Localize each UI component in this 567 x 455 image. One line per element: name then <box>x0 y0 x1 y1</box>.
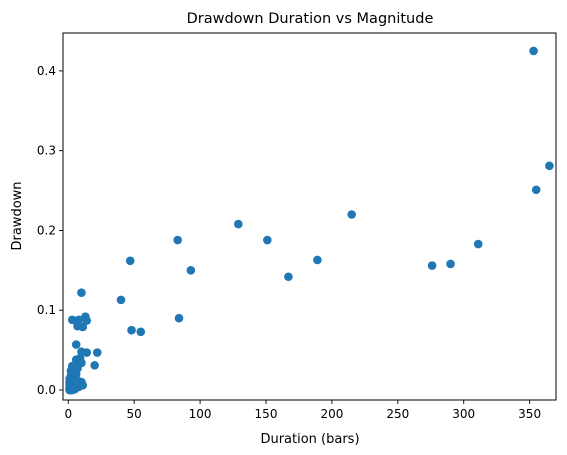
data-point-18 <box>67 315 77 325</box>
y-axis-label: Drawdown <box>10 181 25 250</box>
data-point-23 <box>127 325 136 335</box>
data-point-20 <box>82 316 92 325</box>
x-axis-label: Duration (bars) <box>260 432 359 447</box>
y-tick-label-4: 0.4 <box>37 64 56 78</box>
data-point-14 <box>77 288 86 297</box>
data-point-12 <box>186 266 196 275</box>
y-tick-label-2: 0.2 <box>37 223 56 237</box>
y-tick-label-3: 0.3 <box>37 144 56 158</box>
chart-title: Drawdown Duration vs Magnitude <box>187 11 434 27</box>
data-point-28 <box>92 348 102 357</box>
points-layer <box>65 46 554 395</box>
data-point-3 <box>347 210 356 219</box>
data-point-9 <box>125 256 135 266</box>
data-point-25 <box>71 340 81 349</box>
data-point-2 <box>531 185 541 195</box>
data-point-15 <box>116 295 126 305</box>
data-point-5 <box>173 235 182 245</box>
x-tick-label-7: 350 <box>518 407 541 421</box>
data-point-24 <box>136 327 146 337</box>
x-tick-label-6: 300 <box>452 407 475 421</box>
data-point-1 <box>545 161 554 171</box>
x-tick-label-4: 200 <box>320 407 343 421</box>
x-tick-label-3: 150 <box>255 407 278 421</box>
x-tick-label-0: 0 <box>64 407 72 421</box>
data-point-71 <box>73 376 82 385</box>
y-tick-label-0: 0.0 <box>37 383 56 397</box>
y-axis: 0.0 0.1 0.2 0.3 0.4 <box>37 64 63 397</box>
data-point-7 <box>473 239 483 249</box>
y-tick-label-1: 0.1 <box>37 303 56 317</box>
data-point-13 <box>284 272 293 282</box>
data-point-17 <box>174 313 184 323</box>
data-point-0 <box>529 46 538 56</box>
x-axis: 0 50 100 150 200 250 300 350 <box>64 400 541 421</box>
data-point-22 <box>78 322 88 332</box>
x-tick-label-1: 50 <box>127 407 142 421</box>
data-point-33 <box>90 360 99 370</box>
data-point-10 <box>446 259 455 269</box>
x-tick-label-5: 250 <box>386 407 409 421</box>
data-point-11 <box>427 261 437 270</box>
data-point-27 <box>82 348 92 357</box>
plot-frame <box>62 32 557 401</box>
data-point-19 <box>74 315 84 325</box>
x-tick-label-2: 100 <box>189 407 212 421</box>
data-point-8 <box>313 255 322 265</box>
data-point-6 <box>263 235 272 245</box>
data-point-4 <box>234 219 243 229</box>
data-point-68 <box>67 385 77 395</box>
